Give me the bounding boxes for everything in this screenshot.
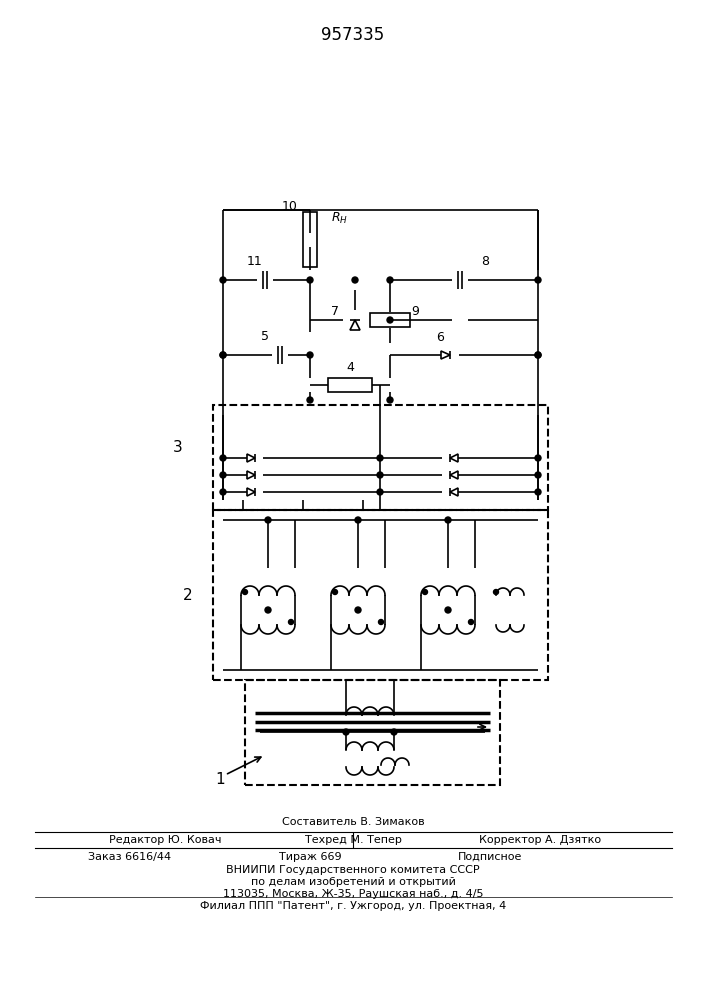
Text: Тираж 669: Тираж 669	[279, 852, 341, 862]
Bar	[370, 313, 410, 327]
Circle shape	[377, 455, 383, 461]
Text: по делам изобретений и открытий: по делам изобретений и открытий	[250, 877, 455, 887]
Circle shape	[535, 352, 541, 358]
Text: 957335: 957335	[322, 26, 385, 44]
Circle shape	[220, 352, 226, 358]
Bar	[245, 680, 500, 785]
Circle shape	[220, 455, 226, 461]
Circle shape	[378, 619, 383, 624]
Circle shape	[220, 277, 226, 283]
Bar	[213, 405, 548, 510]
Circle shape	[535, 352, 541, 358]
Text: 8: 8	[481, 255, 489, 268]
Circle shape	[355, 517, 361, 523]
Circle shape	[220, 489, 226, 495]
Bar	[213, 510, 548, 680]
Circle shape	[535, 455, 541, 461]
Text: 6: 6	[436, 331, 444, 344]
Circle shape	[535, 489, 541, 495]
Circle shape	[535, 277, 541, 283]
Circle shape	[220, 472, 226, 478]
Circle shape	[377, 489, 383, 495]
Circle shape	[445, 517, 451, 523]
Text: 2: 2	[183, 587, 193, 602]
Circle shape	[469, 619, 474, 624]
Text: Редактор Ю. Ковач: Редактор Ю. Ковач	[109, 835, 221, 845]
Text: Техред М. Тепер: Техред М. Тепер	[305, 835, 402, 845]
Circle shape	[343, 729, 349, 735]
Circle shape	[535, 472, 541, 478]
Text: 113035, Москва, Ж-35, Раушская наб., д. 4/5: 113035, Москва, Ж-35, Раушская наб., д. …	[223, 889, 484, 899]
Text: Филиал ППП "Патент", г. Ужгород, ул. Проектная, 4: Филиал ППП "Патент", г. Ужгород, ул. Про…	[200, 901, 506, 911]
Circle shape	[377, 472, 383, 478]
Text: $R_H$: $R_H$	[332, 211, 349, 226]
Circle shape	[307, 352, 313, 358]
Text: 1: 1	[215, 772, 225, 788]
Text: ВНИИПИ Государственного комитета СССР: ВНИИПИ Государственного комитета СССР	[226, 865, 480, 875]
Text: 7: 7	[331, 305, 339, 318]
Circle shape	[265, 607, 271, 613]
Circle shape	[445, 607, 451, 613]
Circle shape	[332, 589, 337, 594]
Circle shape	[243, 589, 247, 594]
Circle shape	[387, 397, 393, 403]
Circle shape	[265, 517, 271, 523]
Circle shape	[423, 589, 428, 594]
Bar	[328, 378, 372, 392]
Circle shape	[307, 277, 313, 283]
Text: Корректор А. Дзятко: Корректор А. Дзятко	[479, 835, 601, 845]
Circle shape	[387, 277, 393, 283]
Circle shape	[391, 729, 397, 735]
Text: Подписное: Подписное	[458, 852, 522, 862]
Text: 11: 11	[247, 255, 263, 268]
Bar	[303, 212, 317, 267]
Text: Составитель В. Зимаков: Составитель В. Зимаков	[281, 817, 424, 827]
Circle shape	[352, 277, 358, 283]
Text: 4: 4	[346, 361, 354, 374]
Circle shape	[307, 397, 313, 403]
Circle shape	[288, 619, 293, 624]
Text: Заказ 6616/44: Заказ 6616/44	[88, 852, 172, 862]
Text: 9: 9	[411, 305, 419, 318]
Text: 5: 5	[261, 330, 269, 343]
Text: 3: 3	[173, 440, 183, 456]
Circle shape	[220, 352, 226, 358]
Circle shape	[387, 317, 393, 323]
Circle shape	[355, 607, 361, 613]
Text: 10: 10	[282, 200, 298, 213]
Circle shape	[493, 589, 498, 594]
